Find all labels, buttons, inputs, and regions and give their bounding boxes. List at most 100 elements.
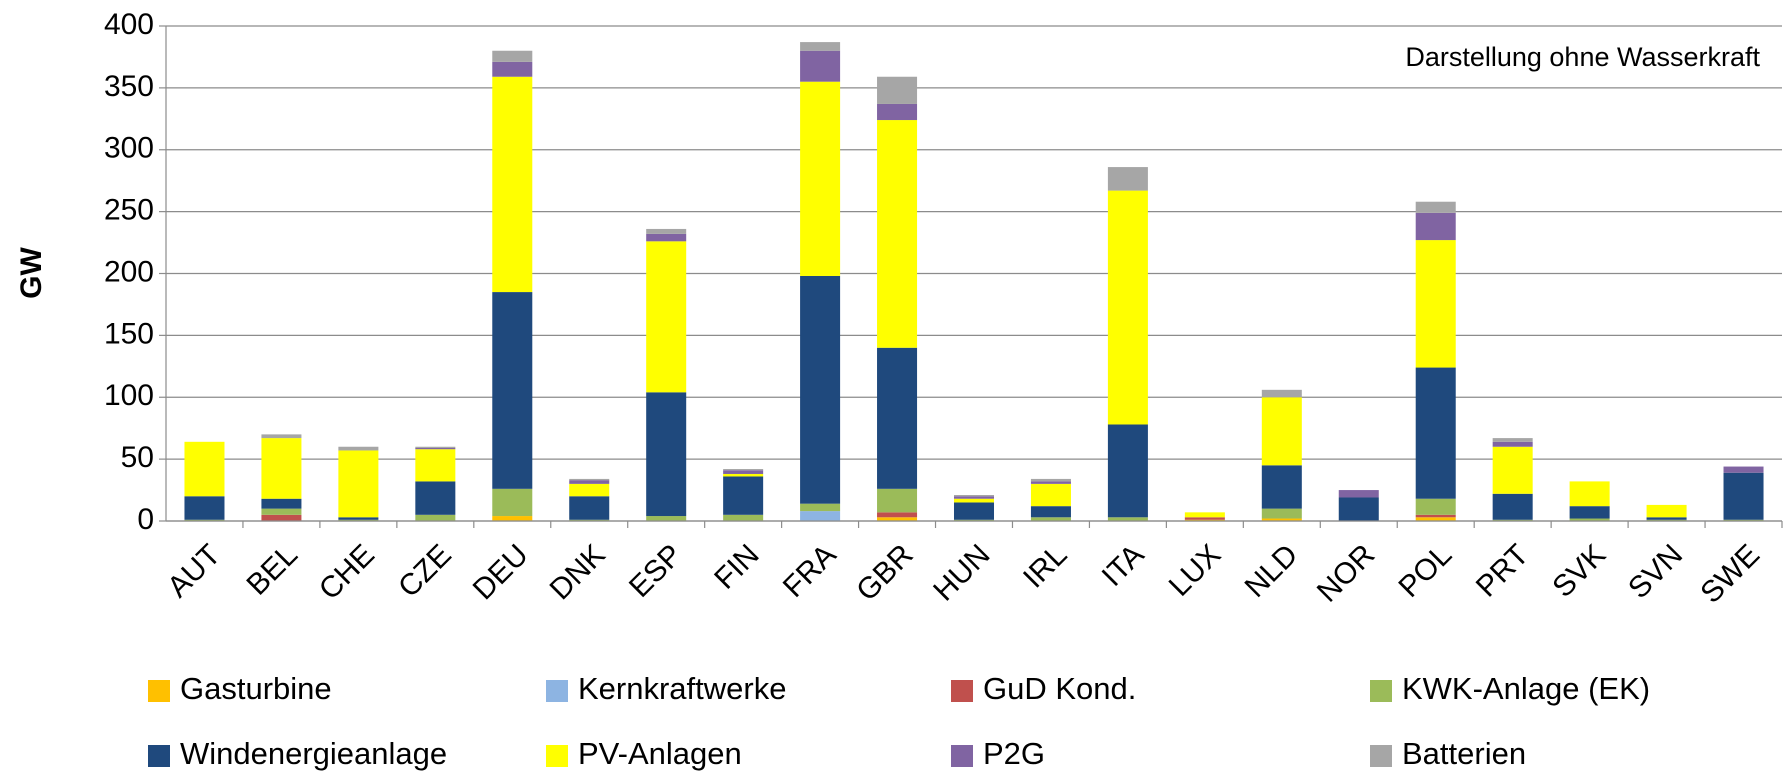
bar-segment	[1184, 517, 1225, 520]
bar-segment	[261, 508, 302, 515]
bar-segment	[723, 476, 764, 515]
x-tick-label: BEL	[241, 538, 304, 601]
bar-segment	[1723, 466, 1764, 473]
bar-segment	[1030, 506, 1071, 518]
bar-segment	[569, 480, 610, 484]
bar-segment	[723, 470, 764, 474]
bar-segment	[569, 496, 610, 520]
x-tick-label: HUN	[927, 538, 996, 607]
bar-segment	[1184, 512, 1225, 518]
bar-segment	[723, 473, 764, 477]
bar-segment	[569, 519, 610, 521]
x-tick-label: NOR	[1311, 538, 1381, 608]
bar-segment	[1338, 490, 1379, 498]
bar-segment	[1415, 517, 1456, 521]
x-tick-label: ESP	[623, 538, 689, 604]
bar-segment	[1338, 497, 1379, 521]
legend-label: Windenergieanlage	[180, 736, 447, 771]
x-tick-label: ITA	[1096, 538, 1151, 593]
y-tick-label: 100	[104, 379, 154, 412]
bar-segment	[261, 514, 302, 521]
bar-segment	[415, 447, 456, 450]
bar-segment	[492, 516, 533, 521]
legend-swatch	[546, 745, 568, 767]
legend-label: P2G	[983, 736, 1045, 771]
bar-segment	[953, 496, 995, 499]
bar-segment	[1030, 478, 1071, 482]
legend-swatch	[951, 745, 973, 767]
bar-segment	[800, 42, 841, 51]
bar-segment	[646, 516, 687, 521]
x-tick-label: POL	[1392, 538, 1458, 604]
bar-segment	[646, 233, 687, 242]
bar-segment	[800, 511, 841, 521]
bar-segment	[1492, 441, 1533, 447]
legend-label: Kernkraftwerke	[578, 671, 786, 706]
bar-segment	[1492, 493, 1533, 520]
bar-segment	[1415, 367, 1456, 499]
bar-segment	[1415, 240, 1456, 368]
bar-segment	[492, 292, 533, 489]
legend-swatch	[148, 745, 170, 767]
legend-swatch	[1370, 680, 1392, 702]
bar-segment	[338, 517, 379, 520]
bar-segment	[1415, 212, 1456, 241]
x-tick-label: LUX	[1163, 538, 1228, 603]
bar-segment	[1492, 446, 1533, 494]
x-tick-label: CZE	[392, 538, 458, 604]
bar-segment	[877, 103, 918, 121]
legend-swatch	[546, 680, 568, 702]
bar-segment	[1723, 472, 1764, 520]
bar-segment	[338, 446, 379, 451]
legend-label: KWK-Anlage (EK)	[1402, 671, 1650, 706]
bar-segment	[1107, 517, 1148, 521]
bar-segment	[415, 481, 456, 515]
bar-segment	[877, 488, 918, 513]
bar-segment	[646, 228, 687, 234]
bar-segment	[1261, 397, 1302, 466]
bar-segment	[1184, 519, 1225, 521]
bar-segment	[800, 503, 841, 512]
x-tick-label: DNK	[544, 538, 612, 606]
y-tick-label: 200	[104, 255, 154, 288]
bar-segment	[877, 76, 918, 104]
y-tick-label: 50	[121, 441, 154, 474]
bar-segment	[1415, 514, 1456, 518]
bar-segment	[1107, 167, 1148, 191]
y-tick-label: 250	[104, 194, 154, 227]
legend-label: Batterien	[1402, 736, 1526, 771]
bar-segment	[1569, 518, 1610, 521]
bar-segment	[1261, 465, 1302, 509]
y-tick-label: 400	[104, 8, 154, 41]
bar-segment	[1492, 519, 1533, 521]
x-tick-label: GBR	[850, 538, 919, 607]
bar-segment	[492, 61, 533, 77]
bar-segment	[492, 488, 533, 517]
x-tick-label: SVK	[1546, 538, 1612, 604]
bar-segment	[492, 50, 533, 62]
bar-segment	[415, 449, 456, 482]
x-tick-label: IRL	[1017, 538, 1073, 594]
legend-label: Gasturbine	[180, 671, 332, 706]
bar-segment	[184, 441, 225, 497]
bar-segment	[877, 512, 918, 518]
bar-segment	[261, 498, 302, 509]
bar-segment	[1261, 508, 1302, 519]
bar-segment	[1030, 517, 1071, 521]
bar-segment	[953, 498, 995, 503]
x-tick-label: FIN	[708, 538, 766, 596]
x-tick-label: CHE	[313, 538, 381, 606]
bar-segment	[261, 438, 302, 499]
bar-segment	[1492, 438, 1533, 442]
bar-segment	[877, 120, 918, 348]
bar-segment	[569, 483, 610, 497]
bar-segment	[1723, 519, 1764, 521]
bar-segment	[1261, 389, 1302, 398]
y-tick-label: 350	[104, 70, 154, 103]
bar-segment	[1646, 519, 1687, 521]
x-tick-label: DEU	[467, 538, 535, 606]
x-tick-label: PRT	[1470, 538, 1535, 603]
bar-segment	[338, 519, 379, 521]
y-axis-label: GW	[15, 246, 48, 298]
